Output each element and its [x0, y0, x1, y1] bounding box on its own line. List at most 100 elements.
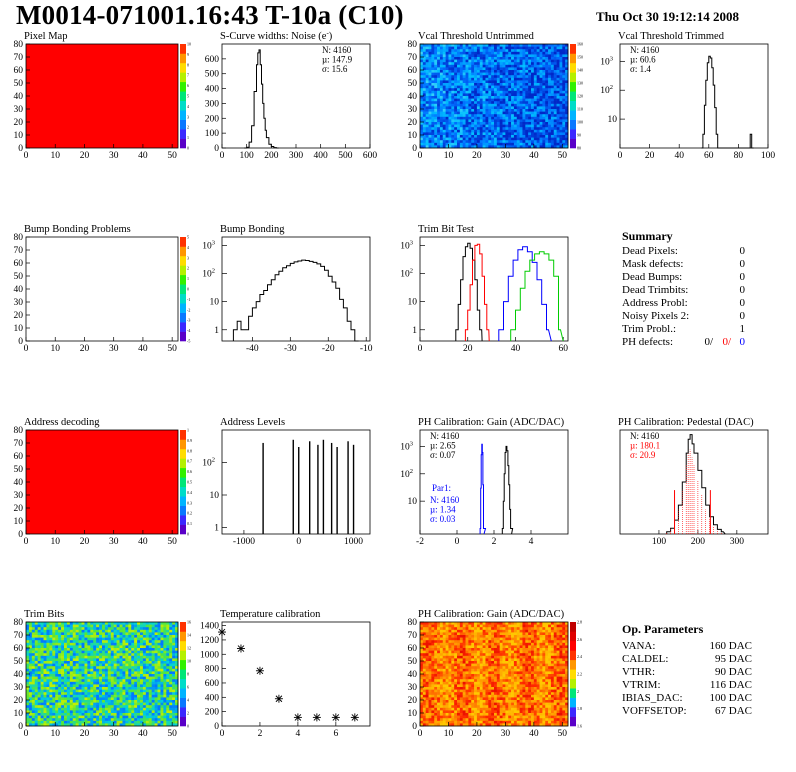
heatmap-cell: [468, 64, 472, 68]
heatmap-cell: [511, 145, 515, 149]
heatmap-cell: [49, 653, 53, 657]
heatmap-cell: [428, 80, 432, 84]
heatmap-cell: [422, 710, 426, 714]
heatmap-cell: [119, 642, 123, 646]
heatmap-cell: [64, 674, 68, 677]
heatmap-cell: [28, 627, 33, 631]
heatmap-cell: [442, 135, 446, 138]
heatmap-cell: [107, 697, 112, 701]
x-tick-label: 400: [314, 151, 329, 161]
heatmap-cell: [528, 106, 532, 110]
heatmap-cell: [142, 663, 147, 667]
heatmap-cell: [457, 80, 461, 84]
heatmap-cell: [420, 650, 424, 654]
heatmap-cell: [102, 637, 106, 641]
heatmap-cell: [522, 59, 526, 63]
heatmap-cell: [64, 637, 68, 641]
heatmap-cell: [99, 655, 103, 659]
heatmap-cell: [116, 674, 120, 677]
heatmap-cell: [119, 705, 123, 709]
heatmap-cell: [434, 676, 438, 680]
heatmap-cell: [151, 637, 155, 641]
heatmap-cell: [434, 124, 438, 128]
colorbar-segment: [570, 119, 576, 130]
heatmap-cell: [128, 687, 132, 690]
heatmap-cell: [439, 635, 444, 638]
heatmap-cell: [46, 715, 50, 719]
heatmap-cell: [531, 142, 535, 146]
heatmap-cell: [154, 715, 158, 719]
heatmap-cell: [81, 674, 85, 677]
heatmap-cell: [442, 80, 446, 84]
heatmap-cell: [49, 689, 53, 693]
heatmap-cell: [476, 80, 481, 84]
heatmap-cell: [163, 694, 167, 698]
heatmap-cell: [116, 648, 120, 651]
heatmap-cell: [511, 59, 515, 63]
heatmap-cell: [479, 88, 483, 92]
heatmap-cell: [172, 632, 176, 636]
heatmap-cell: [125, 710, 129, 714]
heatmap-cell: [420, 127, 424, 131]
heatmap-cell: [40, 681, 44, 685]
heatmap-cell: [533, 124, 537, 128]
heatmap-cell: [462, 59, 466, 63]
heatmap-cell: [78, 661, 82, 664]
heatmap-cell: [96, 640, 100, 644]
heatmap-cell: [511, 98, 515, 102]
heatmap-cell: [46, 674, 50, 677]
heatmap-cell: [496, 124, 500, 128]
heatmap-cell: [494, 140, 498, 144]
heatmap-cell: [525, 46, 529, 50]
data-point: [218, 628, 226, 637]
heatmap-cell: [151, 687, 155, 690]
series-line: [455, 242, 483, 342]
heatmap-cell: [559, 114, 563, 118]
heatmap-cell: [471, 57, 475, 60]
heatmap-cell: [142, 687, 147, 690]
heatmap-cell: [513, 62, 518, 66]
heatmap-cell: [52, 668, 56, 672]
heatmap-cell: [37, 671, 41, 675]
heatmap-cell: [485, 122, 489, 125]
heatmap-cell: [422, 44, 426, 47]
heatmap-cell: [536, 114, 540, 118]
heatmap-cell: [491, 142, 495, 146]
heatmap-cell: [37, 622, 41, 625]
heatmap-cell: [531, 124, 535, 128]
heatmap-cell: [562, 96, 566, 99]
y-tick-label: 40: [14, 285, 24, 295]
heatmap-cell: [99, 705, 103, 709]
heatmap-cell: [151, 684, 155, 688]
heatmap-cell: [49, 684, 53, 688]
heatmap-cell: [34, 671, 38, 675]
heatmap-cell: [163, 637, 167, 641]
heatmap-cell: [61, 692, 65, 696]
heatmap-cell: [110, 694, 114, 698]
heatmap-cell: [496, 137, 500, 141]
heatmap-cell: [428, 707, 432, 711]
stats2-title: Par1:: [432, 483, 451, 493]
heatmap-cell: [502, 85, 506, 89]
heatmap-cell: [169, 658, 173, 662]
heatmap-cell: [172, 653, 176, 657]
heatmap-cell: [110, 658, 114, 662]
heatmap-cell: [40, 676, 44, 680]
heatmap-cell: [513, 122, 518, 125]
heatmap-cell: [110, 715, 114, 719]
heatmap-cell: [107, 684, 112, 688]
x-tick-label: 0: [418, 344, 423, 354]
colorbar-tick-label: 1: [187, 276, 189, 281]
heatmap-cell: [75, 645, 79, 649]
heatmap-cell: [437, 145, 441, 149]
x-tick-label: 40: [138, 729, 148, 739]
heatmap-cell: [559, 111, 563, 115]
heatmap-cell: [550, 57, 555, 60]
heatmap-cell: [434, 681, 438, 685]
heatmap-cell: [553, 145, 557, 149]
heatmap-cell: [175, 671, 179, 675]
heatmap-cell: [163, 689, 167, 693]
heatmap-cell: [420, 710, 424, 714]
heatmap-cell: [148, 629, 152, 633]
